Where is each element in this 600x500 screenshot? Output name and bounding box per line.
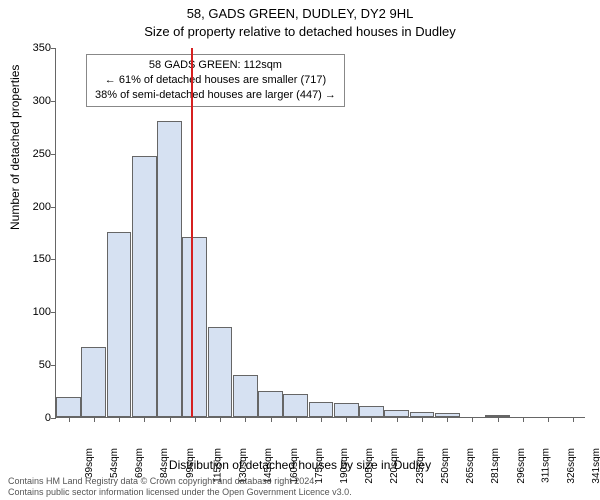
x-tick-mark	[296, 417, 297, 422]
y-tick-label: 0	[16, 412, 51, 424]
annotation-line1: 58 GADS GREEN: 112sqm	[95, 58, 336, 73]
y-tick-label: 100	[16, 306, 51, 318]
histogram-bar	[233, 375, 258, 417]
y-tick-label: 350	[16, 42, 51, 54]
x-tick-mark	[94, 417, 95, 422]
x-tick-mark	[170, 417, 171, 422]
x-tick-mark	[447, 417, 448, 422]
histogram-bar	[157, 121, 182, 417]
annotation-box: 58 GADS GREEN: 112sqm ← 61% of detached …	[86, 54, 345, 107]
y-tick-label: 250	[16, 148, 51, 160]
histogram-bar	[309, 402, 334, 417]
x-tick-mark	[573, 417, 574, 422]
y-tick-mark	[51, 259, 56, 260]
histogram-bar	[81, 347, 106, 417]
x-tick-mark	[195, 417, 196, 422]
y-tick-mark	[51, 154, 56, 155]
license-text: Contains HM Land Registry data © Crown c…	[8, 476, 352, 498]
x-axis-label: Distribution of detached houses by size …	[0, 458, 600, 472]
reference-line	[191, 48, 193, 417]
x-tick-mark	[346, 417, 347, 422]
histogram-bar	[384, 410, 409, 417]
annotation-line2: ← 61% of detached houses are smaller (71…	[95, 73, 336, 88]
chart-title-sub: Size of property relative to detached ho…	[0, 24, 600, 39]
x-tick-mark	[523, 417, 524, 422]
chart-title-main: 58, GADS GREEN, DUDLEY, DY2 9HL	[0, 6, 600, 21]
x-tick-mark	[397, 417, 398, 422]
x-tick-mark	[548, 417, 549, 422]
plot-area: 58 GADS GREEN: 112sqm ← 61% of detached …	[55, 48, 585, 418]
histogram-bar	[334, 403, 359, 417]
x-tick-mark	[119, 417, 120, 422]
y-tick-label: 200	[16, 201, 51, 213]
x-tick-mark	[472, 417, 473, 422]
x-tick-mark	[371, 417, 372, 422]
x-tick-mark	[144, 417, 145, 422]
property-size-histogram: 58, GADS GREEN, DUDLEY, DY2 9HL Size of …	[0, 0, 600, 500]
y-tick-mark	[51, 101, 56, 102]
y-tick-label: 300	[16, 95, 51, 107]
license-line1: Contains HM Land Registry data © Crown c…	[8, 476, 352, 487]
x-tick-mark	[422, 417, 423, 422]
y-tick-mark	[51, 207, 56, 208]
x-tick-mark	[245, 417, 246, 422]
x-tick-mark	[271, 417, 272, 422]
x-tick-mark	[321, 417, 322, 422]
histogram-bar	[182, 237, 207, 417]
y-tick-mark	[51, 418, 56, 419]
annotation-line3: 38% of semi-detached houses are larger (…	[95, 88, 336, 103]
x-tick-mark	[69, 417, 70, 422]
histogram-bar	[283, 394, 308, 417]
y-tick-mark	[51, 312, 56, 313]
y-tick-label: 50	[16, 359, 51, 371]
histogram-bar	[258, 391, 283, 417]
x-tick-mark	[498, 417, 499, 422]
histogram-bar	[56, 397, 81, 417]
histogram-bar	[107, 232, 132, 417]
y-tick-mark	[51, 365, 56, 366]
histogram-bar	[132, 156, 157, 417]
histogram-bar	[359, 406, 384, 417]
histogram-bar	[208, 327, 233, 417]
x-tick-mark	[220, 417, 221, 422]
y-tick-mark	[51, 48, 56, 49]
license-line2: Contains public sector information licen…	[8, 487, 352, 498]
y-tick-label: 150	[16, 253, 51, 265]
